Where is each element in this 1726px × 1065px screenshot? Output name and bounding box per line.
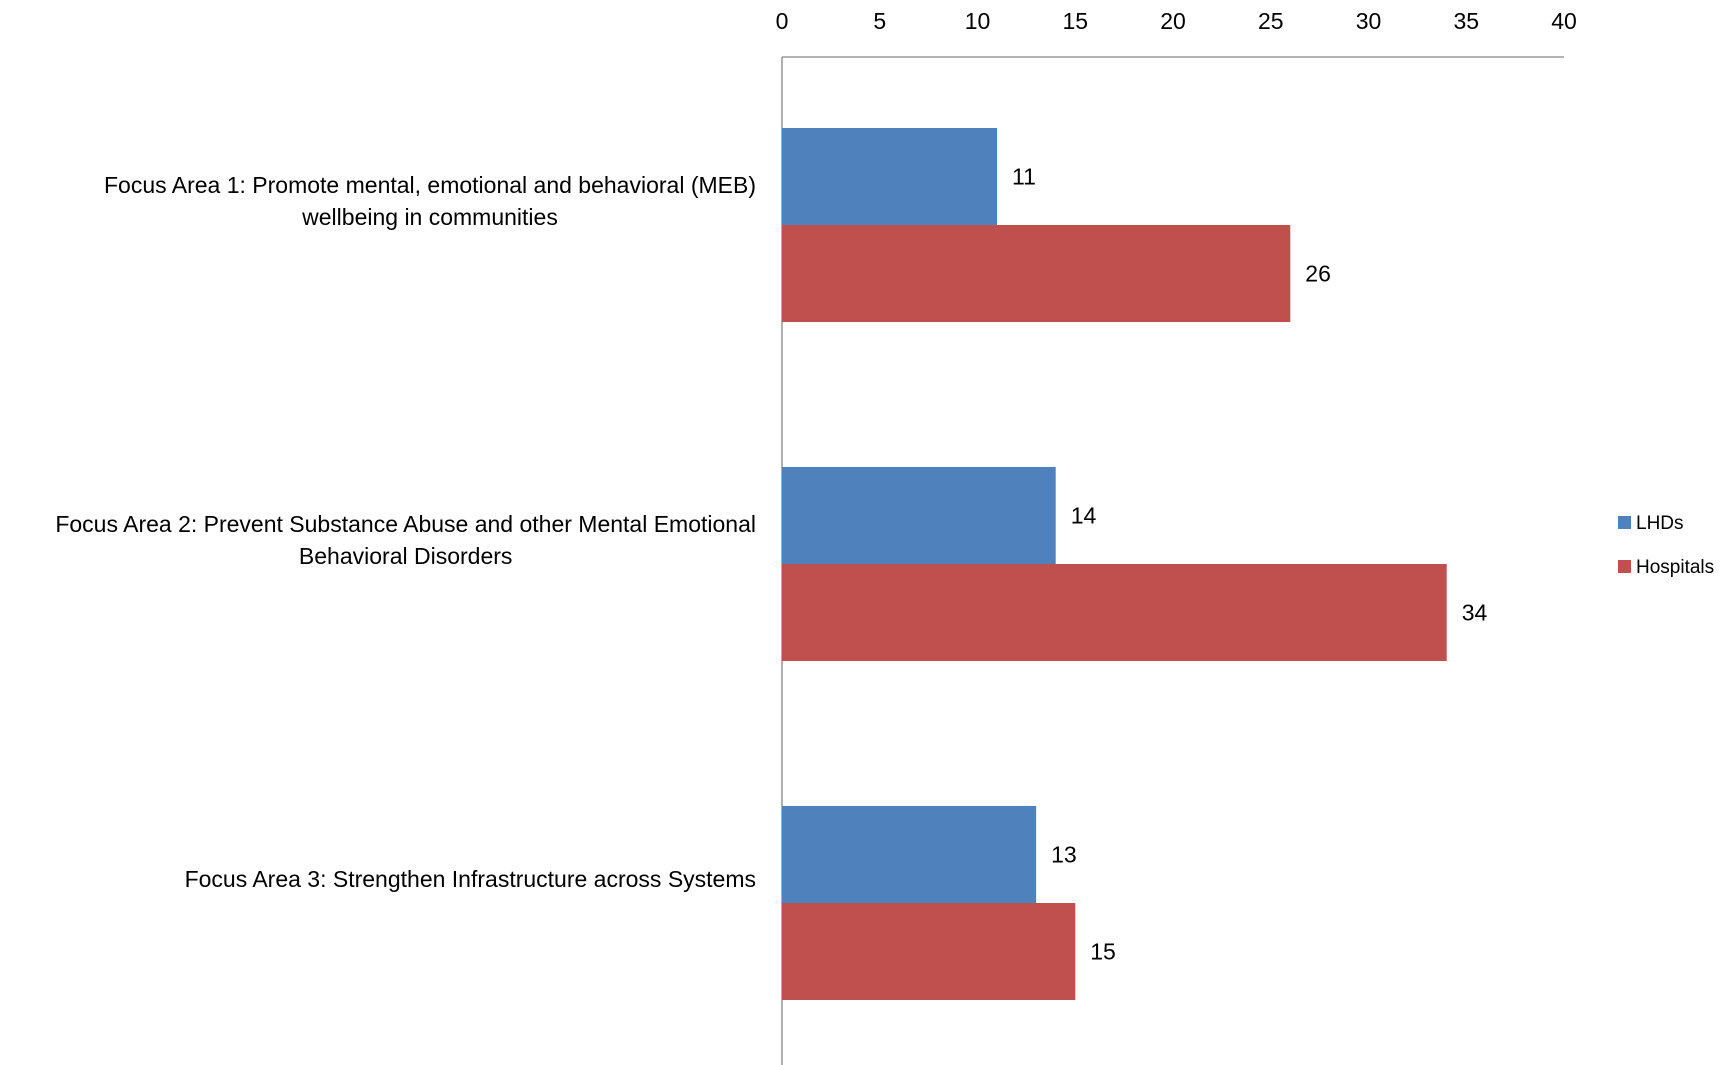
x-tick-label: 25 xyxy=(1258,8,1284,34)
bar-hospitals xyxy=(782,903,1076,1000)
x-tick-label: 20 xyxy=(1160,8,1186,34)
x-tick-label: 30 xyxy=(1356,8,1382,34)
data-label: 26 xyxy=(1305,261,1331,287)
legend-label-hospitals: Hospitals xyxy=(1636,557,1714,578)
bar-lhds xyxy=(782,467,1056,564)
category-label-line: Focus Area 3: Strengthen Infrastructure … xyxy=(185,866,756,892)
category-label-line: Behavioral Disorders xyxy=(299,543,512,569)
data-label: 11 xyxy=(1012,164,1036,190)
bar-hospitals xyxy=(782,225,1291,322)
legend-swatch-lhds xyxy=(1618,516,1631,529)
data-label: 34 xyxy=(1462,600,1488,626)
x-tick-label: 35 xyxy=(1453,8,1479,34)
data-label: 14 xyxy=(1071,503,1097,529)
category-label: Focus Area 2: Prevent Substance Abuse an… xyxy=(55,511,756,569)
x-tick-label: 40 xyxy=(1551,8,1577,34)
bar-lhds xyxy=(782,806,1037,903)
bar-hospitals xyxy=(782,564,1447,661)
x-tick-label: 5 xyxy=(873,8,886,34)
category-label-line: wellbeing in communities xyxy=(301,204,558,230)
bar-group xyxy=(782,128,1447,1000)
data-label: 15 xyxy=(1090,939,1116,965)
category-label-line: Focus Area 2: Prevent Substance Abuse an… xyxy=(55,511,756,537)
legend-label-lhds: LHDs xyxy=(1636,513,1684,534)
x-tick-label: 0 xyxy=(776,8,789,34)
category-label: Focus Area 3: Strengthen Infrastructure … xyxy=(185,866,756,892)
legend-swatch-hospitals xyxy=(1618,560,1631,573)
data-label: 13 xyxy=(1051,842,1077,868)
x-tick-label: 10 xyxy=(965,8,991,34)
x-axis: 0 5 10 15 20 25 30 35 40 xyxy=(776,8,1577,58)
category-label: Focus Area 1: Promote mental, emotional … xyxy=(104,172,756,230)
bar-lhds xyxy=(782,128,998,225)
category-labels: Focus Area 1: Promote mental, emotional … xyxy=(55,172,756,892)
category-label-line: Focus Area 1: Promote mental, emotional … xyxy=(104,172,756,198)
legend: LHDs Hospitals xyxy=(1618,513,1714,578)
data-labels: 11 26 14 34 13 15 xyxy=(1012,164,1487,965)
x-tick-label: 15 xyxy=(1062,8,1088,34)
